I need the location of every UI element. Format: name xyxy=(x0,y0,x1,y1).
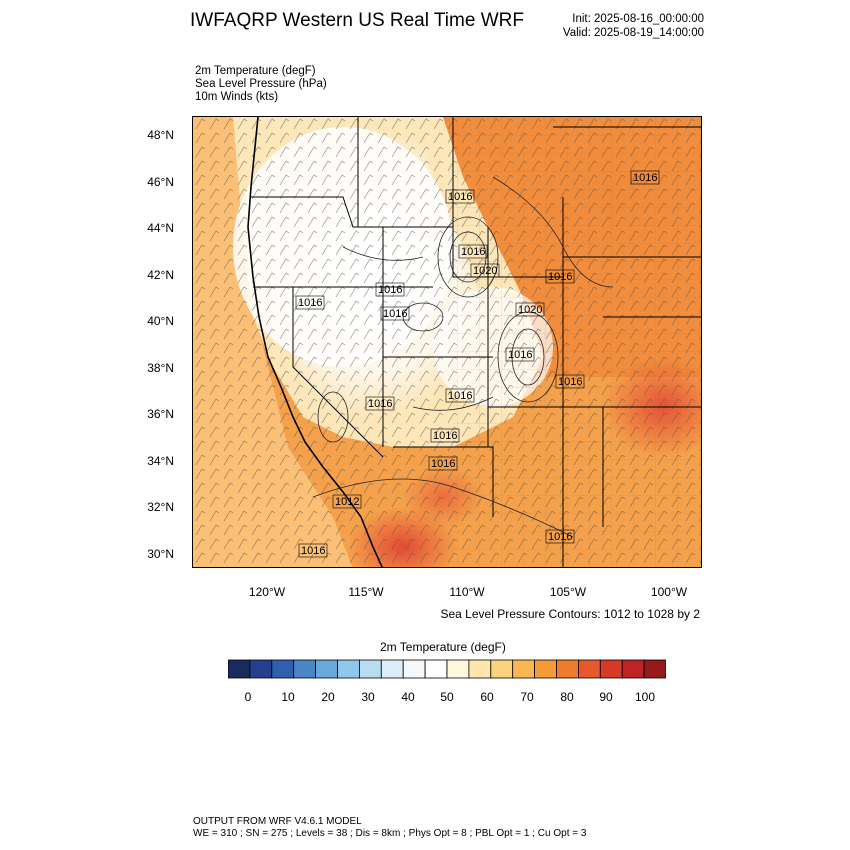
chart-title: IWFAQRP Western US Real Time WRF xyxy=(190,10,524,31)
colorbar-swatch xyxy=(446,659,470,679)
colorbar-swatch xyxy=(315,659,338,679)
lat-label-48: 48°N xyxy=(147,128,174,142)
lat-label-44: 44°N xyxy=(147,221,174,235)
temperature-map: 1016 1016 1016 1016 1016 1016 1016 1020 1020 1016… xyxy=(193,117,701,567)
lat-label-34: 34°N xyxy=(147,454,174,468)
colorbar-swatch xyxy=(621,659,645,679)
colorbar-tick-label: 90 xyxy=(599,690,613,704)
pressure-label: 1012 xyxy=(335,496,359,508)
lat-label-32: 32°N xyxy=(147,500,174,514)
colorbar-swatch xyxy=(402,659,426,679)
lat-label-36: 36°N xyxy=(147,407,174,421)
pressure-label: 1016 xyxy=(431,458,455,470)
pressure-label: 1016 xyxy=(508,349,532,361)
init-time: Init: 2025-08-16_00:00:00 xyxy=(572,13,704,25)
lon-label-120: 120°W xyxy=(248,585,286,599)
colorbar-tick-label: 20 xyxy=(321,690,335,704)
colorbar-title: 2m Temperature (degF) xyxy=(380,640,506,654)
lat-label-38: 38°N xyxy=(147,361,174,375)
pressure-label: 1016 xyxy=(298,297,322,309)
colorbar-swatch xyxy=(534,659,557,679)
colorbar-swatch xyxy=(249,659,273,679)
lon-label-105: 105°W xyxy=(549,585,587,599)
colorbar-swatch xyxy=(424,659,448,679)
colorbar-swatch xyxy=(380,659,404,679)
colorbar-tick-label: 60 xyxy=(480,690,494,704)
pressure-label: 1016 xyxy=(433,430,457,442)
contour-note: Sea Level Pressure Contours: 1012 to 102… xyxy=(440,607,701,621)
colorbar-tick-label: 10 xyxy=(281,690,295,704)
footer-model: OUTPUT FROM WRF V4.6.1 MODEL xyxy=(193,816,362,827)
colorbar-swatch xyxy=(512,659,536,679)
pressure-label: 1016 xyxy=(448,191,472,203)
pressure-label: 1016 xyxy=(548,271,572,283)
colorbar-swatch xyxy=(271,659,295,679)
lon-label-115: 115°W xyxy=(348,585,384,599)
pressure-label: 1020 xyxy=(473,265,497,277)
colorbar-swatch xyxy=(490,659,514,679)
colorbar-tick-label: 0 xyxy=(244,690,252,704)
pressure-label: 1016 xyxy=(448,390,472,402)
pressure-label: 1016 xyxy=(378,284,402,296)
valid-time: Valid: 2025-08-19_14:00:00 xyxy=(562,27,704,39)
colorbar-swatch xyxy=(468,659,492,679)
pressure-label: 1016 xyxy=(368,398,392,410)
colorbar-swatch xyxy=(358,659,382,679)
colorbar-tick-label: 40 xyxy=(401,690,415,704)
lat-label-46: 46°N xyxy=(147,175,174,189)
colorbar-tick-label: 50 xyxy=(440,690,454,704)
variable-pressure: Sea Level Pressure (hPa) xyxy=(195,78,327,90)
temperature-colorbar xyxy=(228,659,666,679)
map-panel: 1016 1016 1016 1016 1016 1016 1016 1020 1020 1016… xyxy=(192,116,702,568)
colorbar-tick-label: 30 xyxy=(361,690,375,704)
lon-label-100: 100°W xyxy=(650,585,688,599)
pressure-label: 1016 xyxy=(301,545,325,557)
pressure-label: 1020 xyxy=(518,304,542,316)
footer-params: WE = 310 ; SN = 275 ; Levels = 38 ; Dis … xyxy=(193,828,587,839)
colorbar-swatch xyxy=(228,659,251,679)
colorbar-tick-label: 100 xyxy=(634,690,656,704)
lat-label-30: 30°N xyxy=(147,547,174,561)
variable-winds: 10m Winds (kts) xyxy=(195,91,279,103)
variable-temperature: 2m Temperature (degF) xyxy=(195,65,316,77)
colorbar-swatch xyxy=(599,659,623,679)
pressure-label: 1016 xyxy=(383,308,407,320)
pressure-label: 1016 xyxy=(633,172,657,184)
pressure-label: 1016 xyxy=(558,376,582,388)
colorbar-swatch xyxy=(337,659,360,679)
colorbar-swatch xyxy=(293,659,316,679)
colorbar-swatch xyxy=(577,659,601,679)
colorbar-swatch xyxy=(556,659,579,679)
pressure-label: 1016 xyxy=(548,531,572,543)
lat-label-40: 40°N xyxy=(147,314,174,328)
colorbar-swatch xyxy=(643,659,666,679)
lon-label-110: 110°W xyxy=(449,585,485,599)
colorbar-tick-label: 70 xyxy=(520,690,534,704)
lat-label-42: 42°N xyxy=(147,268,174,282)
pressure-label: 1016 xyxy=(461,246,485,258)
colorbar-tick-label: 80 xyxy=(560,690,574,704)
